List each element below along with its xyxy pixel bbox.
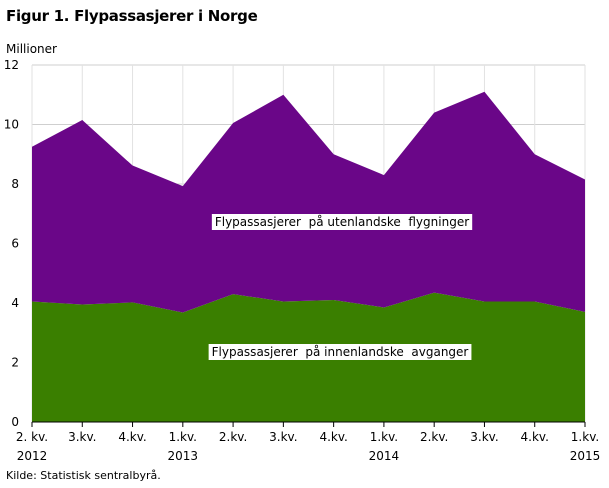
chart-title: Figur 1. Flypassasjerer i Norge [6, 7, 258, 25]
y-tick-label: 2 [11, 356, 19, 370]
series-labels: Flypassasjerer på innenlandske avganger F… [208, 214, 473, 360]
area-series-1 [32, 91, 585, 313]
y-tick-label: 4 [11, 296, 19, 310]
x-year-label: 2015 [570, 449, 601, 463]
x-tick-label: 2.kv. [219, 430, 247, 444]
x-year-label: 2012 [17, 449, 48, 463]
y-tick-label: 12 [4, 58, 19, 72]
x-tick-label: 4.kv. [521, 430, 549, 444]
x-year-label: 2013 [168, 449, 199, 463]
y-tick-label: 6 [11, 237, 19, 251]
series-label-1: Flypassasjerer på utenlandske flygninger [211, 214, 473, 230]
series-label-box [208, 344, 472, 360]
x-tick-label: 3.kv. [269, 430, 297, 444]
x-tick-label: 1.kv. [370, 430, 398, 444]
series-label-text: Flypassasjerer på innenlandske avganger [212, 345, 469, 359]
x-tick-label: 1.kv. [571, 430, 599, 444]
chart-areas [32, 91, 585, 422]
y-tick-label: 0 [11, 415, 19, 429]
source-note: Kilde: Statistisk sentralbyrå. [6, 469, 161, 482]
y-axis: 0 2 4 6 8 10 12 Millioner [4, 42, 57, 429]
y-tick-label: 8 [11, 177, 19, 191]
series-label-0: Flypassasjerer på innenlandske avganger [208, 344, 472, 360]
y-axis-label: Millioner [6, 42, 57, 56]
x-tick-label: 1.kv. [169, 430, 197, 444]
x-tick-label: 3.kv. [470, 430, 498, 444]
x-year-label: 2014 [369, 449, 400, 463]
x-tick-label: 2.kv. [420, 430, 448, 444]
series-label-text: Flypassasjerer på utenlandske flygninger [215, 215, 469, 229]
x-axis: 2. kv. 3.kv. 4.kv. 1.kv. 2.kv. 3.kv. 4.kv. 1.kv… [16, 421, 601, 463]
x-tick-label: 4.kv. [319, 430, 347, 444]
y-tick-label: 10 [4, 118, 19, 132]
x-tick-label: 3.kv. [68, 430, 96, 444]
x-tick-label: 2. kv. [16, 430, 48, 444]
series-label-box [211, 214, 473, 230]
x-tick-label: 4.kv. [118, 430, 146, 444]
